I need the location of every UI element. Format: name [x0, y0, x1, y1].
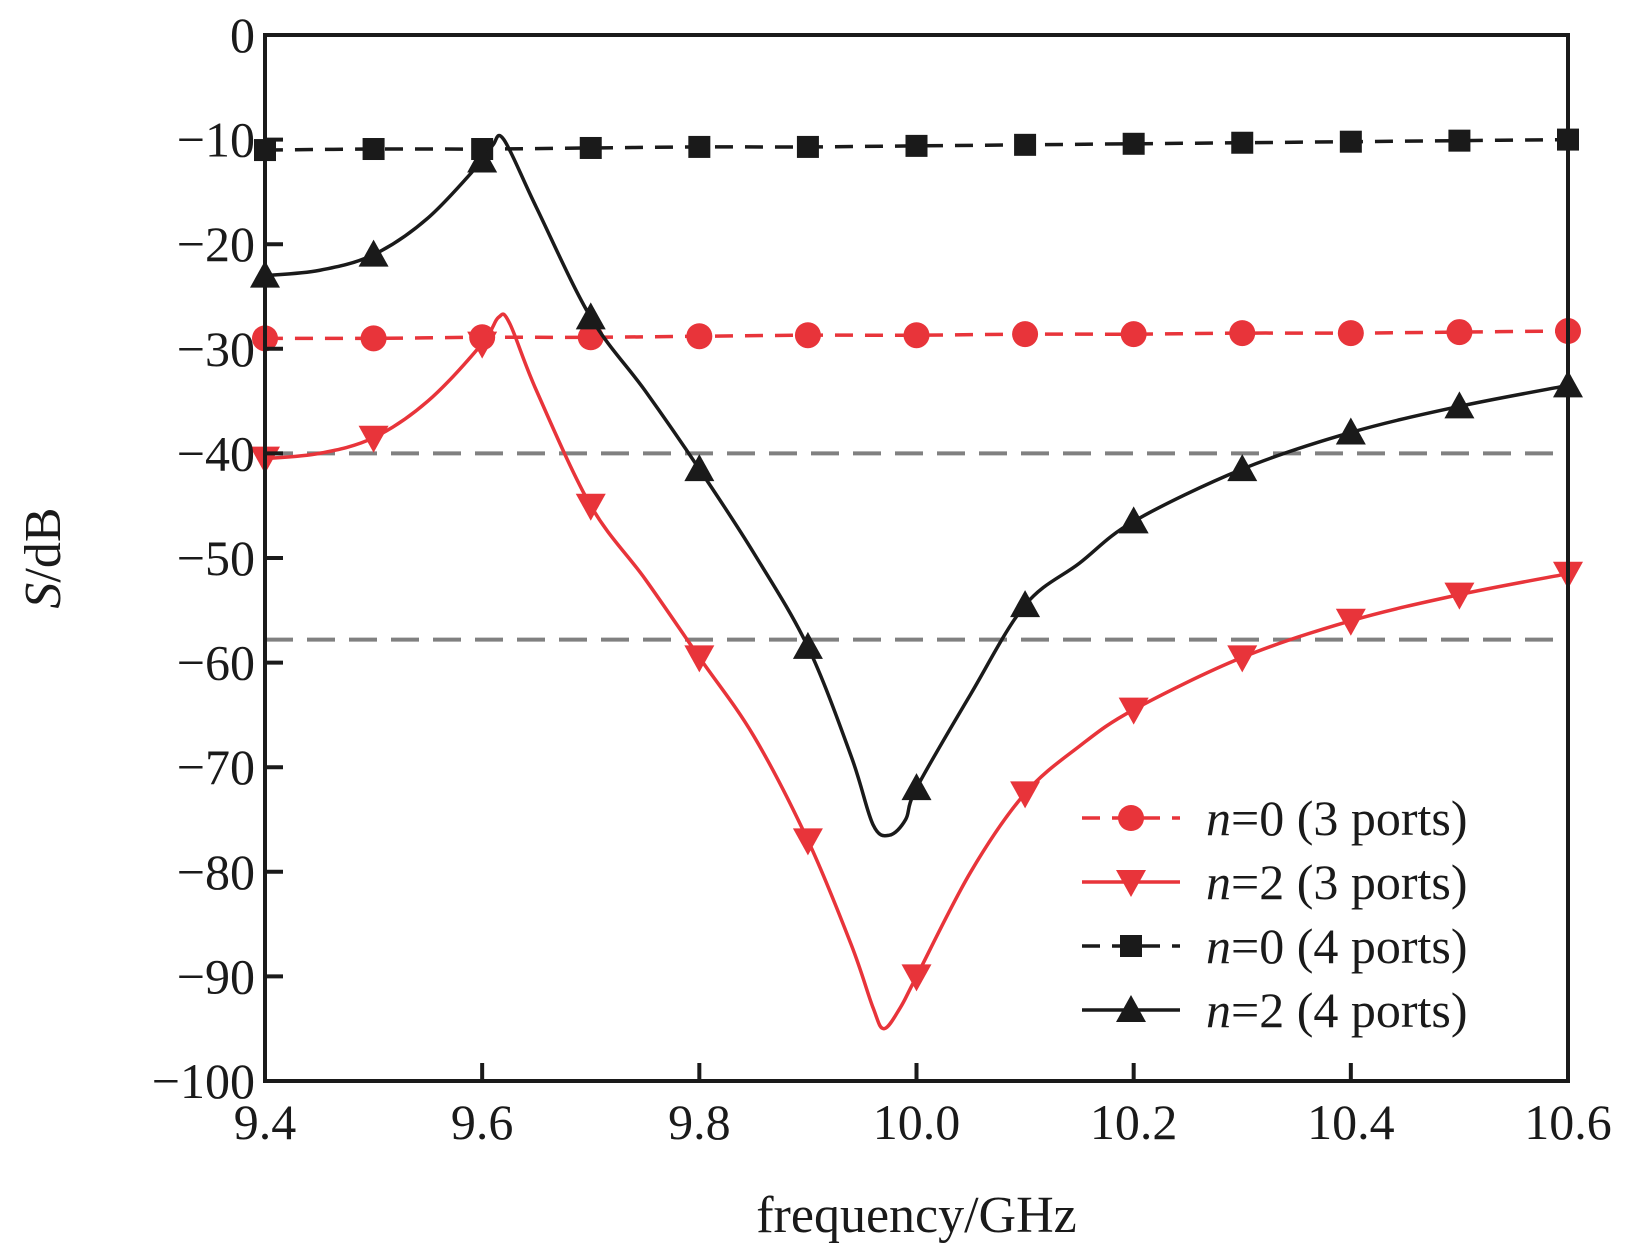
- data-point: [1010, 590, 1041, 618]
- x-tick-label: 9.4: [234, 1094, 297, 1150]
- x-tick-label: 9.6: [451, 1094, 514, 1150]
- legend-entry-3: n=2 (4 ports): [1082, 982, 1468, 1038]
- legend-label-rest: =0 (4 ports): [1231, 918, 1468, 974]
- legend-entry-2: n=0 (4 ports): [1082, 918, 1468, 974]
- data-point: [1118, 506, 1149, 534]
- y-tick-label: −50: [177, 530, 255, 586]
- series-1: [250, 312, 1583, 1031]
- data-point: [1229, 320, 1256, 347]
- data-point: [1231, 131, 1254, 154]
- legend: n=0 (3 ports)n=2 (3 ports)n=0 (4 ports)n…: [1082, 790, 1468, 1038]
- data-point: [358, 425, 389, 453]
- data-point: [1446, 319, 1473, 346]
- data-point: [1339, 130, 1362, 153]
- data-point: [792, 631, 823, 659]
- y-tick-label: −70: [177, 739, 255, 795]
- data-point: [467, 331, 498, 359]
- data-point: [1010, 781, 1041, 809]
- data-point: [1335, 417, 1366, 445]
- y-tick-label: −10: [177, 112, 255, 168]
- y-tick-label: −90: [177, 948, 255, 1004]
- legend-label-italic: n: [1206, 918, 1231, 974]
- data-point: [360, 325, 387, 352]
- y-tick-label: 0: [230, 7, 255, 63]
- series-line-1: [264, 312, 1569, 1031]
- data-point: [1444, 582, 1475, 610]
- data-point: [688, 135, 711, 158]
- legend-entry-1: n=2 (3 ports): [1082, 854, 1468, 910]
- data-point: [1012, 321, 1039, 348]
- data-point: [1448, 129, 1471, 152]
- data-point: [684, 645, 715, 673]
- series-layer: [250, 128, 1583, 1031]
- data-point: [1227, 645, 1258, 673]
- legend-label-italic: n: [1206, 790, 1231, 846]
- data-point: [1118, 697, 1149, 725]
- y-tick-label: −60: [177, 635, 255, 691]
- data-point: [1122, 132, 1145, 155]
- legend-swatch-marker: [1120, 935, 1142, 957]
- legend-label-italic: n: [1206, 854, 1231, 910]
- x-tick-label: 10.6: [1524, 1094, 1612, 1150]
- y-tick-label: −20: [177, 216, 255, 272]
- legend-label: n=2 (4 ports): [1206, 982, 1468, 1038]
- data-point: [575, 302, 606, 330]
- data-point: [794, 322, 821, 349]
- y-axis-title-italic: S: [15, 583, 72, 609]
- y-axis-title-rest: /dB: [15, 507, 72, 582]
- data-point: [467, 145, 498, 173]
- y-axis-title: S/dB: [15, 507, 72, 608]
- x-tick-label: 9.8: [668, 1094, 731, 1150]
- reference-lines: [265, 451, 1568, 642]
- data-point: [575, 493, 606, 521]
- x-tick-label: 10.4: [1307, 1094, 1395, 1150]
- legend-swatch-marker: [1116, 995, 1146, 1022]
- y-tick-labels: 0 −10 −20 −30 −40 −50 −60 −70 −80 −90 −100: [152, 7, 255, 1109]
- y-tick-label: −30: [177, 321, 255, 377]
- data-point: [1120, 321, 1147, 348]
- data-point: [684, 454, 715, 482]
- legend-label-rest: =2 (3 ports): [1231, 854, 1468, 910]
- legend-label-rest: =0 (3 ports): [1231, 790, 1468, 846]
- legend-swatch-marker: [1116, 870, 1146, 897]
- data-point: [1337, 320, 1364, 347]
- series-2: [254, 128, 1579, 162]
- legend-label: n=2 (3 ports): [1206, 854, 1468, 910]
- series-3: [250, 133, 1583, 838]
- data-point: [901, 773, 932, 801]
- data-point: [579, 136, 602, 159]
- data-point: [1014, 133, 1037, 156]
- legend-label-italic: n: [1206, 982, 1231, 1038]
- legend-label: n=0 (3 ports): [1206, 790, 1468, 846]
- series-0: [252, 318, 1581, 352]
- series-line-3: [264, 133, 1569, 838]
- legend-swatch-marker: [1118, 805, 1144, 831]
- data-point: [903, 322, 930, 349]
- data-point: [686, 323, 713, 350]
- legend-entry-0: n=0 (3 ports): [1082, 790, 1468, 846]
- x-tick-label: 10.0: [873, 1094, 961, 1150]
- y-tick-label: −100: [152, 1053, 255, 1109]
- x-axis-title: frequency/GHz: [756, 1187, 1077, 1244]
- y-tick-label: −80: [177, 844, 255, 900]
- x-tick-labels: 9.4 9.6 9.8 10.0 10.2 10.4 10.6: [234, 1094, 1612, 1150]
- axis-ticks: [263, 33, 1570, 1083]
- data-point: [1335, 608, 1366, 636]
- data-point: [358, 239, 389, 267]
- data-point: [905, 134, 928, 157]
- y-tick-label: −40: [177, 425, 255, 481]
- data-point: [901, 964, 932, 992]
- data-point: [1444, 391, 1475, 419]
- data-point: [792, 828, 823, 856]
- data-point: [1227, 454, 1258, 482]
- data-point: [796, 135, 819, 158]
- data-point: [362, 138, 385, 161]
- legend-label: n=0 (4 ports): [1206, 918, 1468, 974]
- x-tick-label: 10.2: [1090, 1094, 1178, 1150]
- legend-label-rest: =2 (4 ports): [1231, 982, 1468, 1038]
